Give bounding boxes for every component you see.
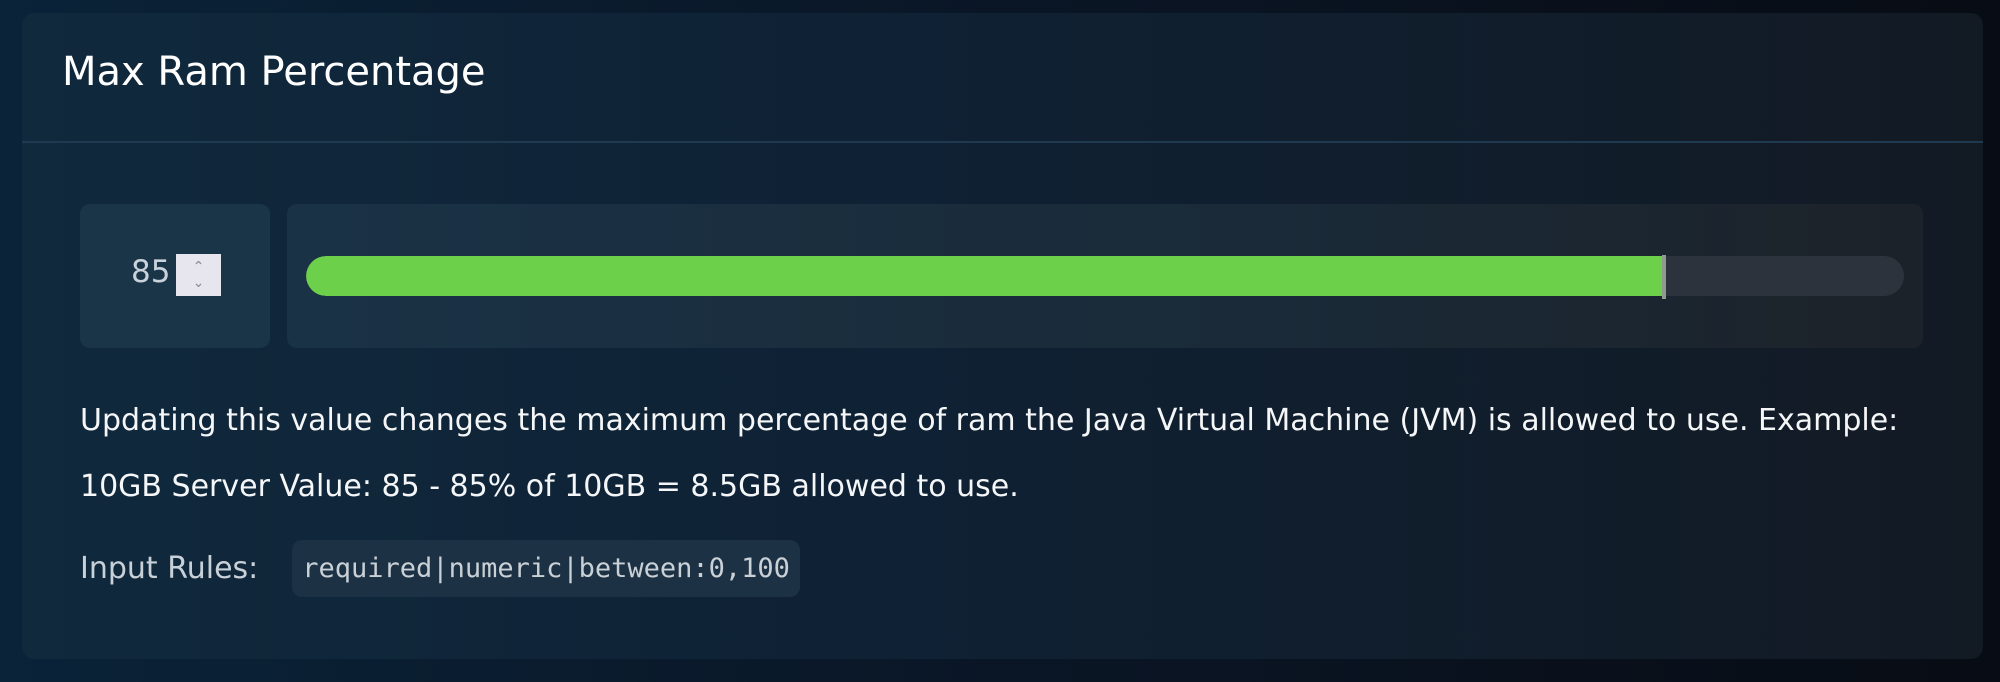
slider-track[interactable] — [306, 256, 1904, 296]
number-spinner[interactable]: ⌃ ⌄ — [176, 254, 221, 296]
setting-card: Max Ram Percentage 85 ⌃ ⌄ Updating this … — [22, 13, 1983, 659]
chevron-up-icon[interactable]: ⌃ — [192, 259, 205, 275]
slider-fill — [306, 256, 1665, 296]
card-header: Max Ram Percentage — [22, 13, 1983, 143]
slider-thumb[interactable] — [1662, 255, 1667, 299]
value-text: 85 — [131, 254, 171, 290]
card-title: Max Ram Percentage — [62, 49, 486, 95]
input-rules-code: required|numeric|between:0,100 — [292, 540, 800, 597]
input-rules: Input Rules: required|numeric|between:0,… — [80, 540, 800, 597]
value-input[interactable]: 85 ⌃ ⌄ — [80, 204, 270, 348]
setting-description: Updating this value changes the maximum … — [80, 403, 1899, 504]
chevron-down-icon[interactable]: ⌄ — [192, 275, 205, 291]
input-rules-label: Input Rules: — [80, 551, 259, 586]
slider-container — [287, 204, 1923, 348]
